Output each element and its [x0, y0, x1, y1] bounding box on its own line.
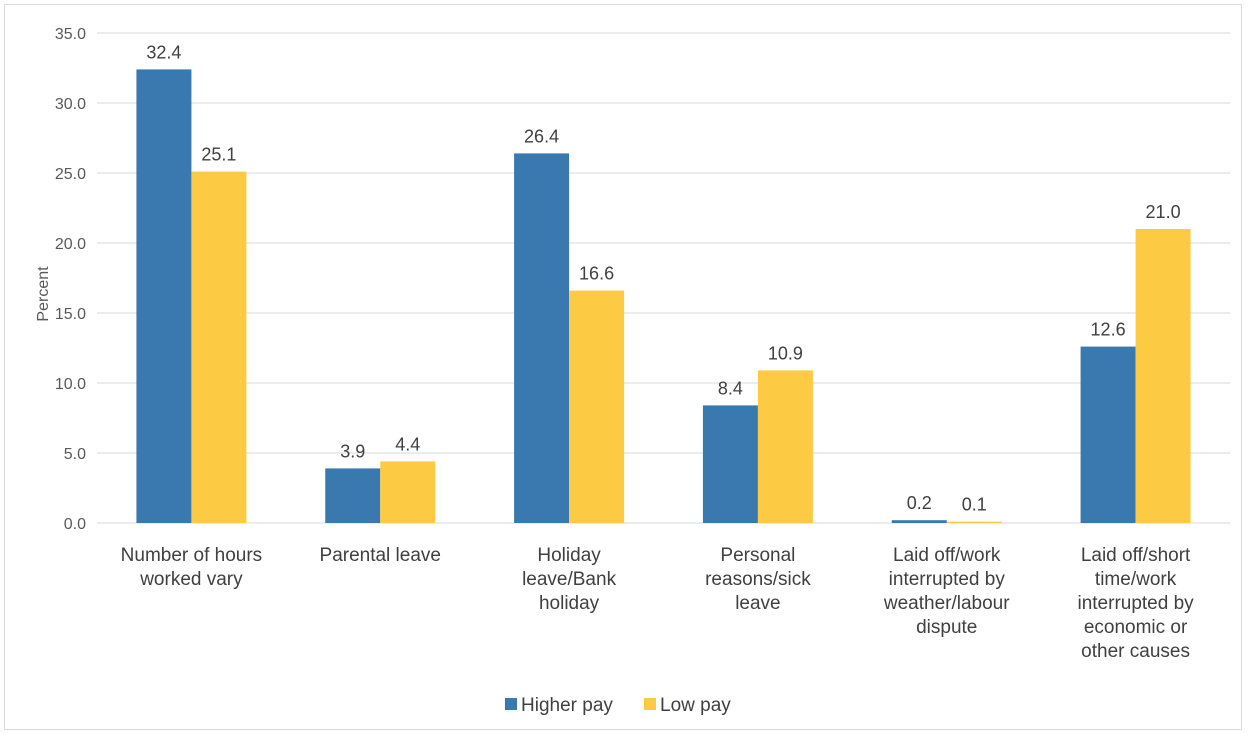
bar-low-pay	[757, 370, 813, 523]
gridlines	[97, 32, 1230, 524]
data-label: 10.9	[768, 343, 803, 363]
x-category-label-line: dispute	[916, 617, 977, 638]
y-tick-label: 25.0	[55, 166, 86, 183]
x-category-label-line: interrupted by	[1077, 593, 1194, 614]
chart-frame: 0.0 5.0 10.0 15.0 20.0 25.0 30.0 35.0 Percent 3…	[4, 4, 1242, 730]
data-label: 12.6	[1091, 320, 1126, 340]
bar-low-pay	[1135, 229, 1191, 523]
data-label: 32.4	[146, 42, 181, 62]
data-label: 0.2	[907, 493, 932, 513]
x-category-label-line: Holiday	[537, 545, 601, 566]
legend-swatch-low-pay	[644, 698, 656, 710]
bar-higher-pay	[136, 69, 192, 524]
y-axis-title: Percent	[35, 266, 52, 322]
bar-higher-pay	[702, 405, 758, 523]
x-category-label: Holiday leave/Bank holiday	[522, 545, 617, 614]
y-tick-label: 0.0	[64, 516, 86, 533]
x-axis-category-labels: Number of hours worked vary Parental leave…	[121, 545, 1195, 662]
x-category-label-line: Laid off/short	[1081, 545, 1191, 566]
legend: Higher pay Low pay	[505, 695, 731, 716]
data-label: 16.6	[579, 264, 614, 284]
bar-chart: 0.0 5.0 10.0 15.0 20.0 25.0 30.0 35.0 Percent 3…	[35, 26, 1230, 716]
x-category-label: Personal reasons/sick leave	[705, 545, 811, 614]
data-label: 8.4	[718, 378, 743, 398]
x-category-label: Parental leave	[320, 545, 441, 566]
x-category-label-line: other causes	[1081, 641, 1190, 662]
bar-low-pay	[946, 521, 1002, 523]
y-tick-label: 5.0	[64, 446, 86, 463]
x-category-label: Laid off/short time/work interrupted by eco…	[1077, 545, 1194, 662]
data-label: 21.0	[1146, 202, 1181, 222]
legend-label: Higher pay	[521, 695, 613, 716]
legend-swatch-higher-pay	[505, 698, 517, 710]
bar-low-pay	[569, 290, 625, 523]
x-category-label-line: leave	[735, 593, 780, 614]
data-label: 25.1	[201, 145, 236, 165]
x-category-label-line: Number of hours	[121, 545, 263, 566]
bar-higher-pay	[891, 520, 947, 523]
x-category-label-line: weather/labour	[883, 593, 1010, 614]
data-label: 4.4	[395, 434, 420, 454]
bar-higher-pay	[514, 153, 570, 523]
bars	[136, 69, 1191, 524]
data-label: 3.9	[340, 441, 365, 461]
y-axis-ticks: 0.0 5.0 10.0 15.0 20.0 25.0 30.0 35.0	[55, 26, 86, 533]
bar-higher-pay	[325, 468, 381, 523]
y-tick-label: 35.0	[55, 26, 86, 43]
legend-label: Low pay	[660, 695, 731, 716]
data-labels: 32.4 3.9 26.4 8.4 0.2 12.6 25.1 4.4 16.6 10.9 0.1 2…	[146, 42, 1180, 514]
x-category-label-line: worked vary	[139, 569, 243, 590]
x-category-label-line: reasons/sick	[705, 569, 811, 590]
x-category-label-line: holiday	[539, 593, 600, 614]
data-label: 0.1	[962, 495, 987, 515]
x-category-label-line: Personal	[720, 545, 795, 566]
x-category-label-line: Laid off/work	[893, 545, 1001, 566]
y-tick-label: 30.0	[55, 96, 86, 113]
y-tick-label: 20.0	[55, 236, 86, 253]
x-category-label-line: Parental leave	[320, 545, 441, 566]
x-category-label-line: leave/Bank	[522, 569, 617, 590]
x-category-label: Number of hours worked vary	[121, 545, 263, 590]
data-label: 26.4	[524, 126, 559, 146]
bar-low-pay	[191, 171, 247, 523]
bar-low-pay	[380, 461, 436, 523]
x-category-label-line: interrupted by	[889, 569, 1006, 590]
y-tick-label: 10.0	[55, 376, 86, 393]
y-tick-label: 15.0	[55, 306, 86, 323]
x-category-label-line: economic or	[1084, 617, 1188, 638]
bar-higher-pay	[1080, 346, 1136, 523]
x-category-label: Laid off/work interrupted by weather/labou…	[883, 545, 1010, 638]
x-category-label-line: time/work	[1095, 569, 1177, 590]
